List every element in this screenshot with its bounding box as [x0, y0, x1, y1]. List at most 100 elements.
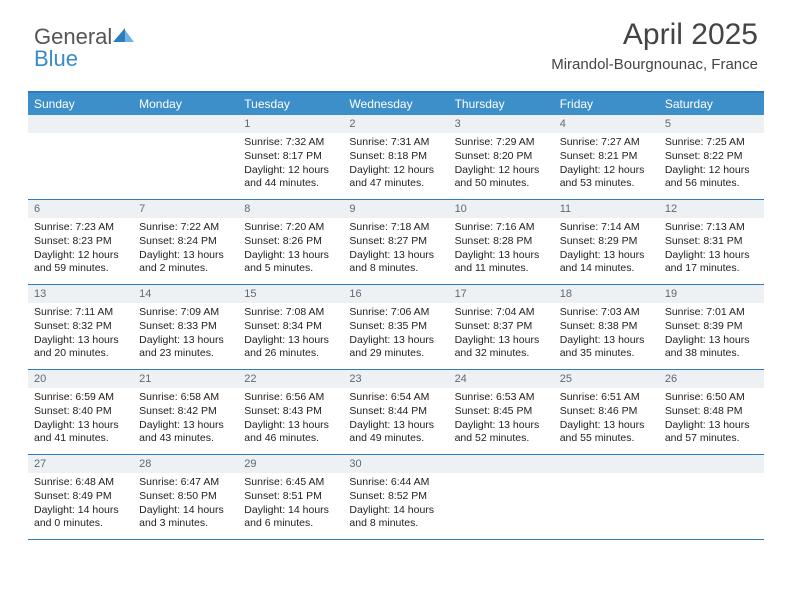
calendar-cell: 1Sunrise: 7:32 AMSunset: 8:17 PMDaylight… [238, 115, 343, 199]
cell-body: Sunrise: 6:48 AMSunset: 8:49 PMDaylight:… [28, 473, 133, 537]
daylight: Daylight: 14 hours and 8 minutes. [349, 504, 442, 531]
sunrise: Sunrise: 7:29 AM [455, 136, 548, 150]
sunset: Sunset: 8:22 PM [665, 150, 758, 164]
sunset: Sunset: 8:31 PM [665, 235, 758, 249]
day-header: Wednesday [343, 93, 448, 115]
sunset: Sunset: 8:50 PM [139, 490, 232, 504]
sunset: Sunset: 8:28 PM [455, 235, 548, 249]
day-number: 13 [28, 285, 133, 303]
sunset: Sunset: 8:49 PM [34, 490, 127, 504]
daylight: Daylight: 14 hours and 0 minutes. [34, 504, 127, 531]
sunrise: Sunrise: 7:14 AM [560, 221, 653, 235]
day-number: 9 [343, 200, 448, 218]
cell-body: Sunrise: 7:11 AMSunset: 8:32 PMDaylight:… [28, 303, 133, 367]
calendar-cell: 5Sunrise: 7:25 AMSunset: 8:22 PMDaylight… [659, 115, 764, 199]
cell-body: Sunrise: 7:29 AMSunset: 8:20 PMDaylight:… [449, 133, 554, 197]
day-number: 23 [343, 370, 448, 388]
cell-body: Sunrise: 7:22 AMSunset: 8:24 PMDaylight:… [133, 218, 238, 282]
daylight: Daylight: 13 hours and 38 minutes. [665, 334, 758, 361]
calendar-cell: 30Sunrise: 6:44 AMSunset: 8:52 PMDayligh… [343, 455, 448, 539]
sunset: Sunset: 8:34 PM [244, 320, 337, 334]
calendar-cell: 2Sunrise: 7:31 AMSunset: 8:18 PMDaylight… [343, 115, 448, 199]
cell-body: Sunrise: 7:01 AMSunset: 8:39 PMDaylight:… [659, 303, 764, 367]
sunset: Sunset: 8:24 PM [139, 235, 232, 249]
cell-body: Sunrise: 7:09 AMSunset: 8:33 PMDaylight:… [133, 303, 238, 367]
calendar-cell: 16Sunrise: 7:06 AMSunset: 8:35 PMDayligh… [343, 285, 448, 369]
daylight: Daylight: 14 hours and 6 minutes. [244, 504, 337, 531]
calendar-cell: 4Sunrise: 7:27 AMSunset: 8:21 PMDaylight… [554, 115, 659, 199]
day-number: 22 [238, 370, 343, 388]
sunset: Sunset: 8:52 PM [349, 490, 442, 504]
cell-body: Sunrise: 7:03 AMSunset: 8:38 PMDaylight:… [554, 303, 659, 367]
daylight: Daylight: 13 hours and 2 minutes. [139, 249, 232, 276]
calendar-cell: 11Sunrise: 7:14 AMSunset: 8:29 PMDayligh… [554, 200, 659, 284]
sunset: Sunset: 8:48 PM [665, 405, 758, 419]
cell-body: Sunrise: 6:58 AMSunset: 8:42 PMDaylight:… [133, 388, 238, 452]
cell-body: Sunrise: 7:32 AMSunset: 8:17 PMDaylight:… [238, 133, 343, 197]
sunrise: Sunrise: 6:54 AM [349, 391, 442, 405]
sunset: Sunset: 8:42 PM [139, 405, 232, 419]
day-number: 17 [449, 285, 554, 303]
sunset: Sunset: 8:44 PM [349, 405, 442, 419]
cell-body: Sunrise: 7:16 AMSunset: 8:28 PMDaylight:… [449, 218, 554, 282]
day-number: 6 [28, 200, 133, 218]
daylight: Daylight: 14 hours and 3 minutes. [139, 504, 232, 531]
day-number: 5 [659, 115, 764, 133]
sunset: Sunset: 8:39 PM [665, 320, 758, 334]
daylight: Daylight: 13 hours and 32 minutes. [455, 334, 548, 361]
daylight: Daylight: 12 hours and 47 minutes. [349, 164, 442, 191]
day-header: Sunday [28, 93, 133, 115]
sunset: Sunset: 8:33 PM [139, 320, 232, 334]
sunrise: Sunrise: 6:56 AM [244, 391, 337, 405]
calendar-cell: 9Sunrise: 7:18 AMSunset: 8:27 PMDaylight… [343, 200, 448, 284]
day-number: 11 [554, 200, 659, 218]
daylight: Daylight: 13 hours and 52 minutes. [455, 419, 548, 446]
month-title: April 2025 [551, 18, 758, 52]
day-number: 8 [238, 200, 343, 218]
week-row: 13Sunrise: 7:11 AMSunset: 8:32 PMDayligh… [28, 285, 764, 370]
cell-body: Sunrise: 7:20 AMSunset: 8:26 PMDaylight:… [238, 218, 343, 282]
header: General April 2025 Mirandol-Bourgnounac,… [0, 0, 792, 83]
day-number: 4 [554, 115, 659, 133]
day-number: 15 [238, 285, 343, 303]
sunrise: Sunrise: 6:44 AM [349, 476, 442, 490]
calendar-cell: 22Sunrise: 6:56 AMSunset: 8:43 PMDayligh… [238, 370, 343, 454]
calendar-cell: 25Sunrise: 6:51 AMSunset: 8:46 PMDayligh… [554, 370, 659, 454]
daylight: Daylight: 13 hours and 43 minutes. [139, 419, 232, 446]
day-number: 16 [343, 285, 448, 303]
sunrise: Sunrise: 7:16 AM [455, 221, 548, 235]
sunrise: Sunrise: 7:06 AM [349, 306, 442, 320]
sunrise: Sunrise: 7:31 AM [349, 136, 442, 150]
cell-body: Sunrise: 6:59 AMSunset: 8:40 PMDaylight:… [28, 388, 133, 452]
day-number [554, 455, 659, 473]
day-header: Saturday [659, 93, 764, 115]
cell-body: Sunrise: 7:06 AMSunset: 8:35 PMDaylight:… [343, 303, 448, 367]
calendar-cell [554, 455, 659, 539]
calendar-cell: 6Sunrise: 7:23 AMSunset: 8:23 PMDaylight… [28, 200, 133, 284]
day-header-row: SundayMondayTuesdayWednesdayThursdayFrid… [28, 93, 764, 115]
day-number: 24 [449, 370, 554, 388]
calendar-cell: 19Sunrise: 7:01 AMSunset: 8:39 PMDayligh… [659, 285, 764, 369]
cell-body: Sunrise: 7:18 AMSunset: 8:27 PMDaylight:… [343, 218, 448, 282]
daylight: Daylight: 13 hours and 20 minutes. [34, 334, 127, 361]
sunrise: Sunrise: 7:08 AM [244, 306, 337, 320]
day-number [28, 115, 133, 133]
calendar: SundayMondayTuesdayWednesdayThursdayFrid… [28, 91, 764, 540]
weeks-container: 1Sunrise: 7:32 AMSunset: 8:17 PMDaylight… [28, 115, 764, 540]
day-number: 2 [343, 115, 448, 133]
cell-body: Sunrise: 7:23 AMSunset: 8:23 PMDaylight:… [28, 218, 133, 282]
daylight: Daylight: 12 hours and 59 minutes. [34, 249, 127, 276]
calendar-cell [449, 455, 554, 539]
daylight: Daylight: 12 hours and 56 minutes. [665, 164, 758, 191]
calendar-cell: 28Sunrise: 6:47 AMSunset: 8:50 PMDayligh… [133, 455, 238, 539]
calendar-cell [659, 455, 764, 539]
calendar-cell: 10Sunrise: 7:16 AMSunset: 8:28 PMDayligh… [449, 200, 554, 284]
sunset: Sunset: 8:26 PM [244, 235, 337, 249]
calendar-cell: 27Sunrise: 6:48 AMSunset: 8:49 PMDayligh… [28, 455, 133, 539]
sunrise: Sunrise: 7:13 AM [665, 221, 758, 235]
week-row: 20Sunrise: 6:59 AMSunset: 8:40 PMDayligh… [28, 370, 764, 455]
calendar-cell [133, 115, 238, 199]
calendar-cell: 17Sunrise: 7:04 AMSunset: 8:37 PMDayligh… [449, 285, 554, 369]
sunrise: Sunrise: 7:20 AM [244, 221, 337, 235]
cell-body: Sunrise: 7:08 AMSunset: 8:34 PMDaylight:… [238, 303, 343, 367]
